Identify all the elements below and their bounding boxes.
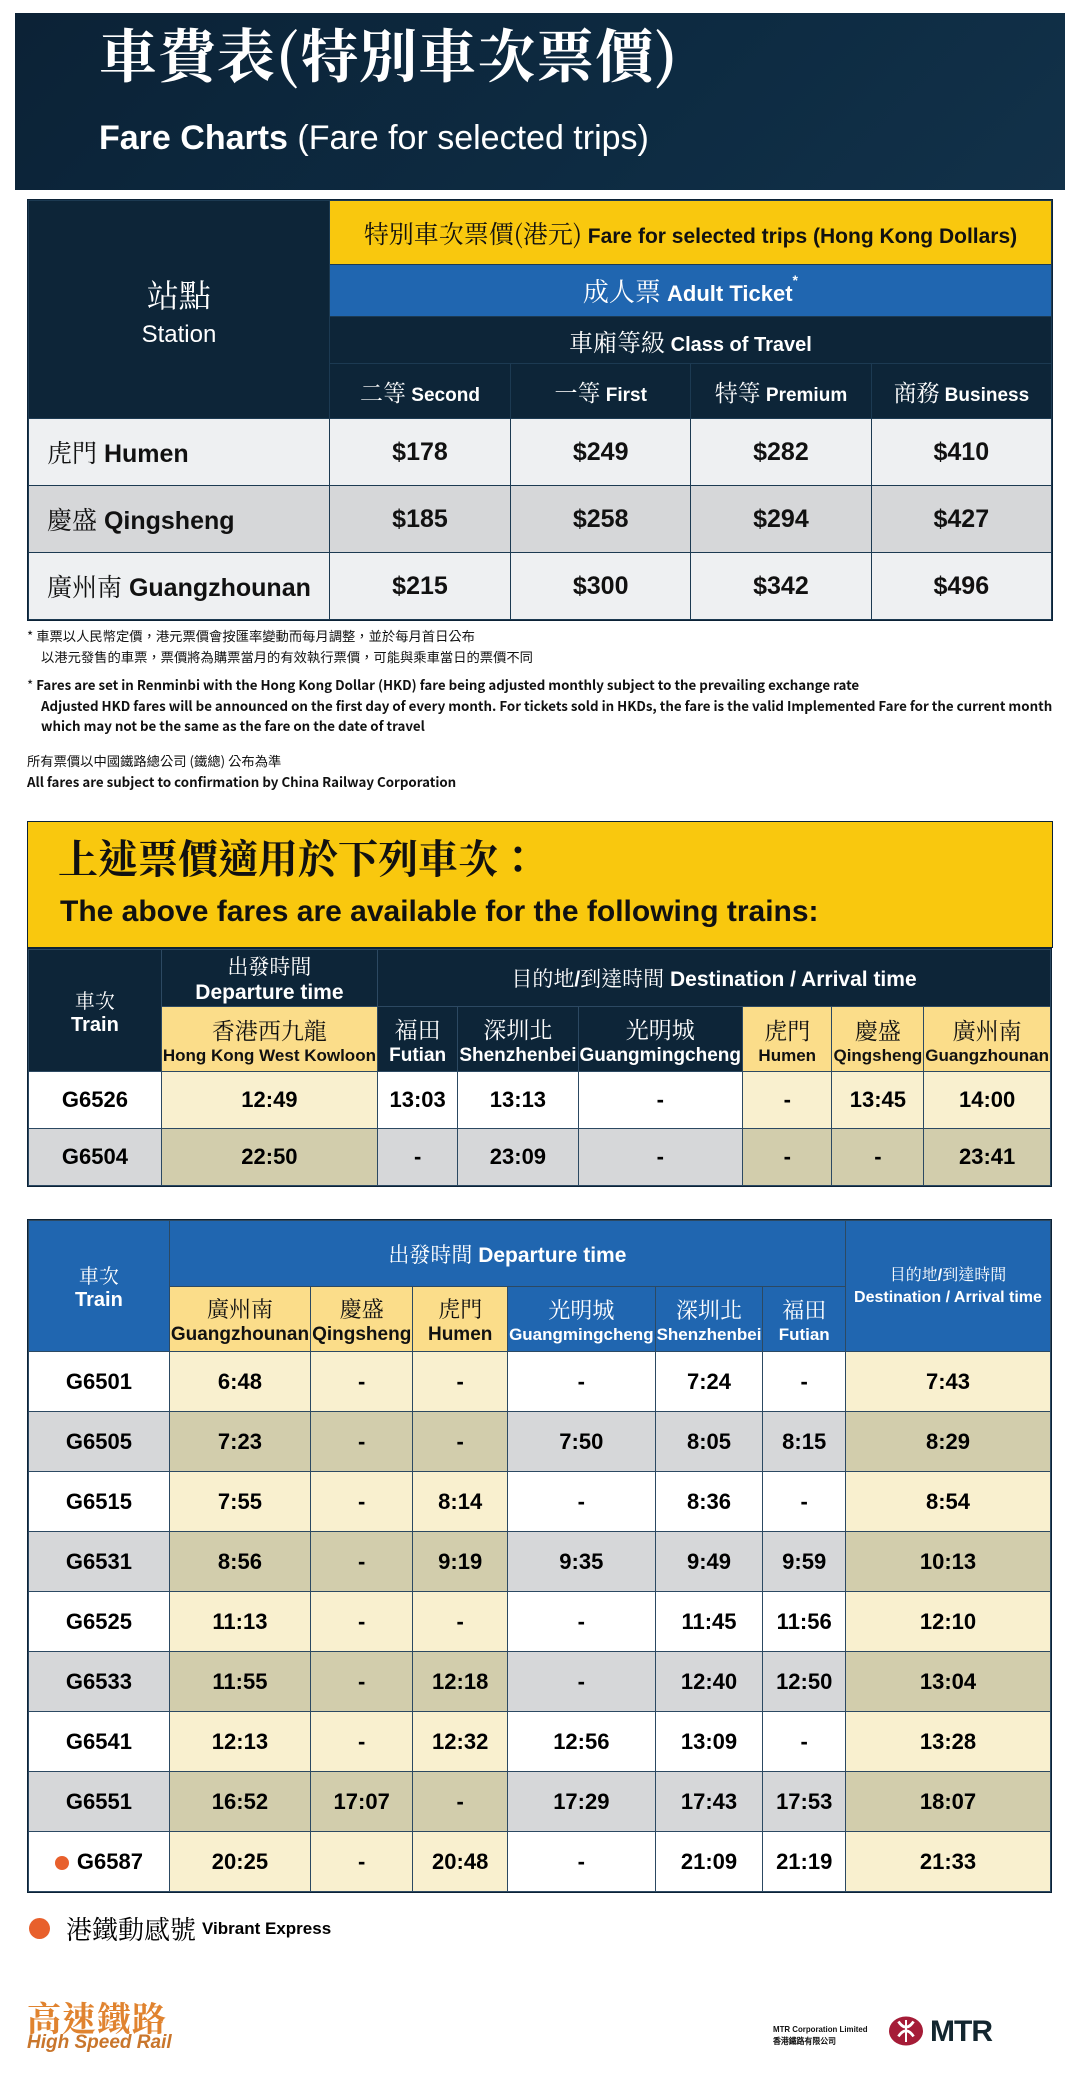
svg-text:MTR: MTR <box>930 2015 993 2048</box>
